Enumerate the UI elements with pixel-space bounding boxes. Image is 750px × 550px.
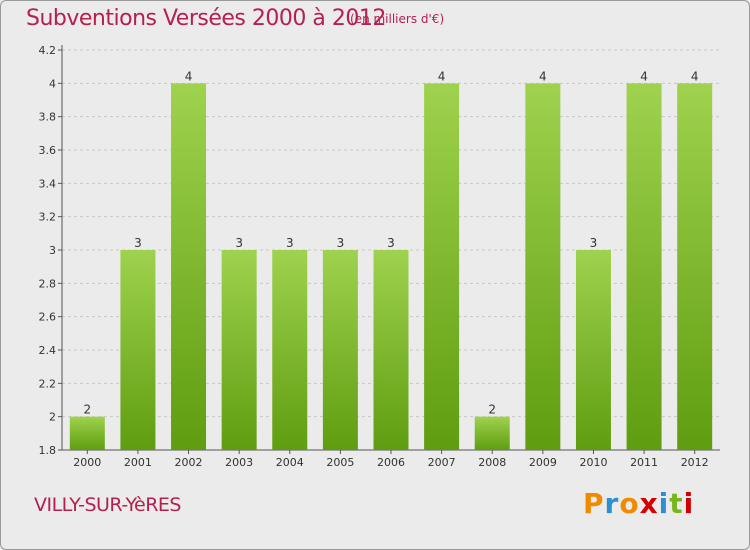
data-label: 4 [539, 69, 547, 83]
data-label: 3 [590, 236, 598, 250]
x-tick-label: 2007 [428, 456, 456, 469]
data-label: 3 [387, 236, 395, 250]
data-label: 4 [640, 69, 648, 83]
x-tick-label: 2004 [276, 456, 304, 469]
bar [221, 250, 257, 450]
y-tick-label: 3 [49, 244, 56, 257]
bar [69, 416, 105, 450]
data-labels: 2 3 4 3 3 3 3 4 2 4 3 4 4 [83, 69, 698, 416]
x-tick-label: 2005 [326, 456, 354, 469]
bar [272, 250, 308, 450]
proxiti-letter: t [669, 487, 684, 520]
bars [69, 83, 713, 450]
data-label: 3 [337, 236, 345, 250]
chart-subtitle: (en milliers d'€) [350, 12, 445, 26]
x-tick-label: 2008 [478, 456, 506, 469]
x-tick-label: 2006 [377, 456, 405, 469]
bar [575, 250, 611, 450]
proxiti-letter: i [683, 487, 695, 520]
y-tick-label: 2.4 [39, 344, 57, 357]
bar [525, 83, 561, 450]
y-tick-label: 4.2 [39, 44, 57, 57]
data-label: 4 [185, 69, 193, 83]
y-tick-label: 2 [49, 411, 56, 424]
data-label: 3 [235, 236, 243, 250]
x-tick-label: 2003 [225, 456, 253, 469]
bar [677, 83, 713, 450]
proxiti-letter: i [658, 487, 670, 520]
proxiti-letter: o [619, 487, 640, 520]
proxiti-letter: r [604, 487, 620, 520]
data-label: 3 [134, 236, 142, 250]
proxiti-letter: x [639, 487, 659, 520]
proxiti-logo[interactable]: Proxiti [583, 487, 694, 520]
data-label: 2 [488, 403, 496, 417]
bar [373, 250, 409, 450]
x-tick-label: 2012 [681, 456, 709, 469]
y-tick-label: 3.4 [39, 177, 57, 190]
x-tick-label: 2002 [175, 456, 203, 469]
y-tick-label: 2.8 [39, 277, 57, 290]
bar [171, 83, 207, 450]
proxiti-letter: P [583, 487, 605, 520]
bar [474, 416, 510, 450]
bar [424, 83, 460, 450]
data-label: 3 [286, 236, 294, 250]
x-tick-label: 2009 [529, 456, 557, 469]
x-tick-label: 2000 [73, 456, 101, 469]
data-label: 4 [691, 69, 699, 83]
y-tick-label: 1.8 [39, 444, 57, 457]
bar [120, 250, 156, 450]
y-tick-label: 2.6 [39, 311, 57, 324]
y-tick-label: 2.2 [39, 377, 57, 390]
x-tick-label: 2010 [579, 456, 607, 469]
x-tick-label: 2001 [124, 456, 152, 469]
y-tick-label: 3.6 [39, 144, 57, 157]
y-tick-label: 3.8 [39, 111, 57, 124]
bar [626, 83, 662, 450]
commune-name: VILLY-SUR-YèRES [34, 494, 182, 516]
chart-title: Subventions Versées 2000 à 2012 [26, 6, 386, 31]
x-tick-label: 2011 [630, 456, 658, 469]
y-tick-label: 3.2 [39, 211, 57, 224]
data-label: 2 [83, 403, 91, 417]
y-tick-label: 4 [49, 77, 56, 90]
data-label: 4 [438, 69, 446, 83]
bar [322, 250, 358, 450]
